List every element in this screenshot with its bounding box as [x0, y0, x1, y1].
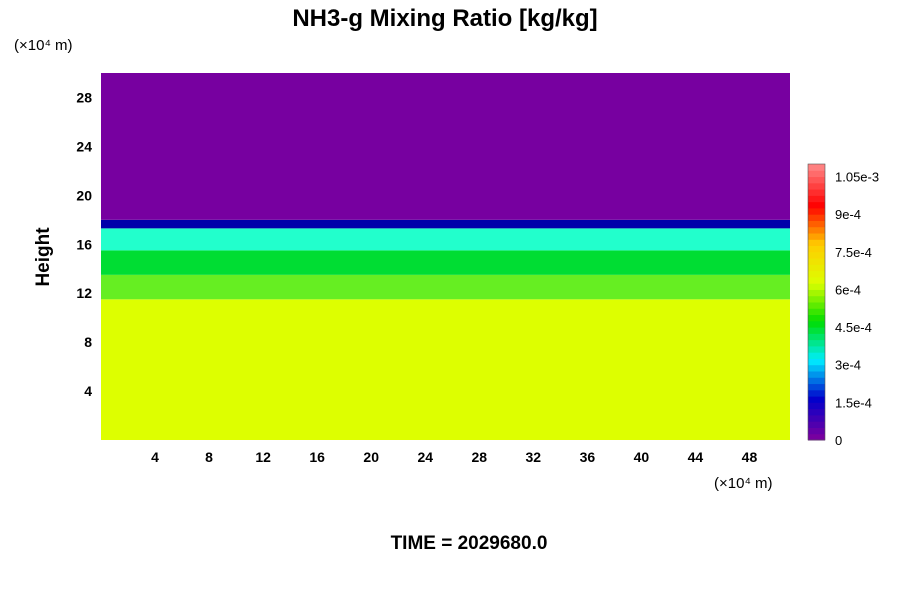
colorbar-swatch	[808, 414, 825, 422]
colorbar-swatch	[808, 320, 825, 328]
x-tick-label: 48	[742, 449, 758, 465]
colorbar-swatch	[808, 176, 825, 184]
x-tick-label: 16	[309, 449, 325, 465]
colorbar-swatch	[808, 427, 825, 435]
y-axis-label: Height	[33, 227, 54, 287]
colorbar-swatch	[808, 358, 825, 366]
colorbar-tick-label: 1.05e-3	[835, 170, 879, 185]
colorbar-swatch	[808, 389, 825, 397]
colorbar-tick-label: 7.5e-4	[835, 245, 872, 260]
colorbar-swatch	[808, 314, 825, 322]
colorbar-swatch	[808, 302, 825, 309]
colorbar-swatch	[808, 258, 825, 265]
x-tick-label: 24	[417, 449, 433, 465]
time-label: TIME = 2029680.0	[391, 533, 548, 554]
colorbar-swatch	[808, 164, 825, 171]
heatmap-band-4	[101, 219, 790, 229]
y-tick-labels: 4 8 12 16 20 24 28	[76, 89, 92, 399]
heatmap-band-3	[101, 228, 790, 251]
x-tick-label: 40	[634, 449, 650, 465]
colorbar-swatch	[808, 327, 825, 334]
colorbar-tick-label: 1.5e-4	[835, 395, 872, 410]
colorbar-swatch	[808, 433, 825, 441]
colorbar-swatch	[808, 295, 825, 303]
colorbar-swatch	[808, 214, 825, 221]
heatmap-band-5	[101, 73, 790, 220]
colorbar-swatch	[808, 264, 825, 272]
colorbar-tick-label: 4.5e-4	[835, 320, 872, 335]
colorbar-tick-label: 3e-4	[835, 358, 861, 373]
x-tick-label: 4	[151, 449, 159, 465]
y-axis-unit: (×10⁴ m)	[14, 37, 73, 54]
colorbar-swatch	[808, 371, 825, 378]
colorbar-swatch	[808, 408, 825, 416]
colorbar-swatch	[808, 245, 825, 253]
colorbar-swatch	[808, 170, 825, 178]
colorbar-swatch	[808, 189, 825, 196]
colorbar-tick-label: 0	[835, 433, 842, 448]
y-tick-label: 4	[84, 383, 92, 399]
x-tick-label: 32	[526, 449, 542, 465]
y-tick-label: 16	[76, 236, 92, 252]
chart-title: NH3-g Mixing Ratio [kg/kg]	[292, 5, 597, 32]
colorbar-swatch	[808, 377, 825, 385]
colorbar-tick-labels: 0 1.5e-4 3e-4 4.5e-4 6e-4 7.5e-4 9e-4 1.05e-3	[835, 170, 879, 448]
colorbar-swatch	[808, 402, 825, 410]
x-tick-labels: 4 8 12 16 20 24 28 32 36 40 44 48	[151, 449, 757, 465]
colorbar-swatch	[808, 364, 825, 372]
colorbar-swatch	[808, 220, 825, 228]
colorbar-swatch	[808, 339, 825, 347]
colorbar-swatch	[808, 283, 825, 290]
colorbar-swatch	[808, 270, 825, 278]
colorbar-swatch	[808, 276, 825, 284]
colorbar	[807, 163, 826, 441]
x-tick-label: 28	[471, 449, 487, 465]
colorbar-swatch	[808, 383, 825, 391]
x-tick-label: 44	[688, 449, 704, 465]
plot-area	[101, 73, 790, 440]
y-tick-label: 12	[76, 285, 92, 301]
colorbar-swatch	[808, 251, 825, 259]
colorbar-swatch	[808, 421, 825, 428]
colorbar-swatch	[808, 352, 825, 359]
colorbar-swatch	[808, 345, 825, 353]
heatmap-band-1	[101, 274, 790, 300]
colorbar-swatch	[808, 226, 825, 234]
x-tick-label: 12	[255, 449, 271, 465]
colorbar-swatch	[808, 233, 825, 240]
y-tick-label: 24	[76, 138, 92, 154]
colorbar-swatch	[808, 182, 825, 190]
colorbar-tick-label: 9e-4	[835, 207, 861, 222]
x-tick-label: 20	[363, 449, 379, 465]
colorbar-tick-label: 6e-4	[835, 282, 861, 297]
y-tick-label: 28	[76, 89, 92, 105]
x-tick-label: 8	[205, 449, 213, 465]
y-tick-label: 8	[84, 334, 92, 350]
colorbar-swatch	[808, 289, 825, 297]
colorbar-swatch	[808, 239, 825, 247]
heatmap-band-2	[101, 250, 790, 275]
x-tick-label: 36	[580, 449, 596, 465]
colorbar-swatch	[808, 195, 825, 203]
colorbar-swatch	[808, 207, 825, 215]
y-tick-label: 20	[76, 187, 92, 203]
colorbar-swatch	[808, 308, 825, 316]
x-axis-unit: (×10⁴ m)	[714, 475, 773, 492]
colorbar-frame	[807, 163, 826, 441]
colorbar-swatch	[808, 201, 825, 209]
colorbar-swatch	[808, 333, 825, 341]
colorbar-swatch	[808, 396, 825, 403]
heatmap-band-0	[101, 299, 790, 440]
